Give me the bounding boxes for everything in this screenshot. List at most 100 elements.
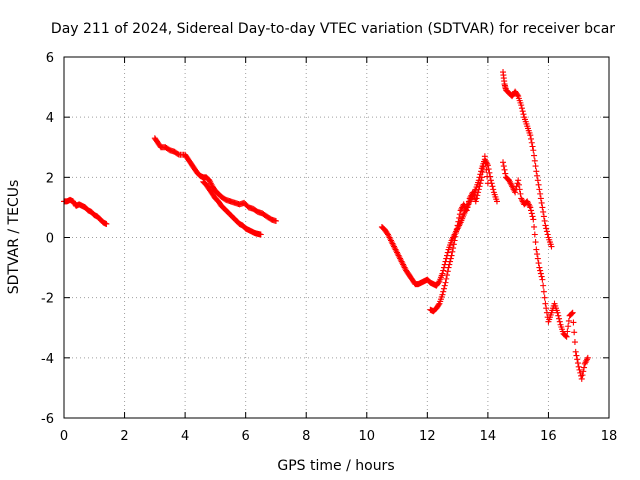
data-point (544, 231, 551, 238)
data-point (539, 276, 546, 283)
data-point (449, 248, 456, 255)
data-point (447, 258, 454, 265)
data-point (487, 177, 494, 184)
data-point (444, 272, 451, 279)
y-tick-label: 2 (46, 171, 54, 186)
data-point (540, 282, 547, 289)
data-point (579, 372, 586, 379)
data-point (476, 183, 483, 190)
data-point (480, 163, 487, 170)
data-point (533, 168, 540, 175)
x-tick-label: 12 (419, 429, 436, 444)
data-point (441, 282, 448, 289)
data-point (453, 229, 460, 236)
data-point (517, 190, 524, 197)
data-point (531, 152, 538, 159)
data-point (450, 241, 457, 248)
data-point (456, 211, 463, 218)
data-point (531, 223, 538, 230)
data-point (439, 270, 446, 277)
data-point (445, 264, 452, 271)
data-point (568, 311, 575, 318)
data-point (542, 222, 549, 229)
data-point (583, 357, 590, 364)
data-point (565, 317, 572, 324)
data-point (576, 366, 583, 373)
data-point (454, 222, 461, 229)
data-point (516, 186, 523, 193)
data-point (518, 102, 525, 109)
y-tick-label: 4 (46, 111, 54, 126)
series-segment-1 (61, 196, 110, 227)
y-axis-label: SDTVAR / TECUs (6, 180, 22, 295)
data-point (484, 180, 491, 187)
y-tick-label: 0 (46, 232, 54, 247)
data-point (541, 217, 548, 224)
data-point (493, 198, 500, 205)
axis-ticks (63, 56, 610, 419)
data-point (534, 177, 541, 184)
data-point (537, 190, 544, 197)
data-point (536, 264, 543, 271)
data-point (440, 288, 447, 295)
data-point (444, 268, 451, 275)
data-point (543, 305, 550, 312)
data-point (578, 375, 585, 382)
data-point (580, 368, 587, 375)
data-point (514, 91, 521, 98)
data-point (538, 199, 545, 206)
data-point (535, 260, 542, 267)
x-tick-label: 14 (480, 429, 497, 444)
data-point (537, 267, 544, 274)
data-point (528, 210, 535, 217)
data-point (554, 309, 561, 316)
data-point (448, 252, 455, 259)
data-point (562, 333, 569, 340)
data-point (440, 267, 447, 274)
data-point (528, 139, 535, 146)
series-segment-5 (427, 153, 491, 315)
data-point (527, 132, 534, 139)
series-segment-7 (500, 159, 591, 382)
data-point (500, 159, 507, 166)
data-point (272, 217, 279, 224)
chart-title: Day 211 of 2024, Sidereal Day-to-day VTE… (51, 21, 615, 37)
data-point (528, 135, 535, 142)
y-tick-label: -6 (41, 412, 54, 427)
x-tick-label: 6 (242, 429, 250, 444)
series-segment-3 (200, 178, 264, 238)
data-point (502, 170, 509, 177)
data-point (483, 166, 490, 173)
data-point (453, 226, 460, 233)
data-point (571, 329, 578, 336)
data-point (450, 245, 457, 252)
data-point (489, 183, 496, 190)
data-point (440, 285, 447, 292)
data-point (535, 181, 542, 188)
y-tick-label: -2 (41, 292, 54, 307)
data-point (584, 354, 591, 361)
data-point (451, 237, 458, 244)
data-point (465, 198, 472, 205)
x-tick-label: 8 (302, 429, 310, 444)
data-point (555, 312, 562, 319)
data-point (581, 364, 588, 371)
data-point (573, 352, 580, 359)
data-marks (61, 69, 591, 382)
data-point (541, 294, 548, 301)
data-point (539, 204, 546, 211)
data-point (475, 186, 482, 193)
data-point (540, 213, 547, 220)
data-point (563, 333, 570, 340)
data-point (572, 348, 579, 355)
data-point (571, 339, 578, 346)
data-point (530, 147, 537, 154)
data-point (531, 157, 538, 164)
y-tick-label: 6 (46, 51, 54, 66)
data-point (518, 105, 525, 112)
data-point (564, 328, 571, 335)
data-point (463, 207, 470, 214)
data-point (475, 189, 482, 196)
